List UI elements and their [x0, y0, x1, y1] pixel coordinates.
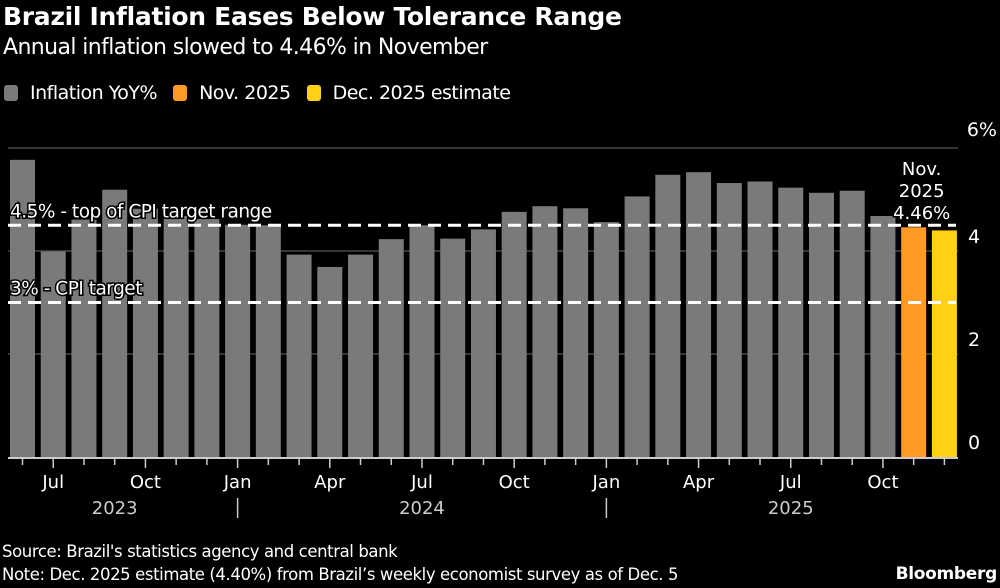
bar: [839, 190, 865, 457]
bar: [10, 159, 35, 457]
legend: Inflation YoY% Nov. 2025 Dec. 2025 estim…: [4, 82, 526, 104]
legend-item-inflation: Inflation YoY%: [4, 82, 158, 104]
bar: [747, 181, 773, 457]
bar: [286, 254, 312, 457]
reference-lines: 4.5% - top of CPI target range 3% - CPI t…: [8, 158, 956, 304]
footnote: Note: Dec. 2025 estimate (4.40%) from Br…: [2, 565, 679, 584]
legend-swatch-dec-2025-estimate: [306, 85, 321, 101]
year-label: 2024: [399, 498, 445, 519]
legend-label-dec-2025-estimate: Dec. 2025 estimate: [332, 82, 511, 104]
bar: [655, 174, 681, 457]
y-tick-label: 0: [968, 432, 980, 454]
x-tick-label: Jul: [779, 472, 802, 493]
legend-item-dec-2025-estimate: Dec. 2025 estimate: [306, 82, 511, 104]
legend-swatch-inflation: [4, 85, 18, 101]
bar: [931, 230, 957, 457]
reference-line-label: 3% - CPI target: [10, 279, 142, 300]
legend-swatch-nov-2025: [173, 85, 188, 101]
legend-item-nov-2025: Nov. 2025: [173, 82, 291, 104]
y-tick-label: 2: [968, 329, 980, 351]
bar: [870, 215, 896, 457]
chart-subtitle: Annual inflation slowed to 4.46% in Nove…: [3, 35, 488, 60]
x-tick-label: Jul: [41, 472, 64, 493]
x-tick-label: Apr: [683, 472, 715, 493]
x-tick-label: Jan: [591, 472, 620, 493]
x-tick-label: Jan: [223, 472, 252, 493]
bar: [501, 211, 527, 457]
x-tick-label: Oct: [499, 472, 530, 493]
legend-label-nov-2025: Nov. 2025: [199, 82, 291, 104]
bar: [686, 172, 712, 457]
annotation-label: 4.46%: [893, 203, 950, 224]
bar: [532, 206, 558, 457]
bloomberg-logo: Bloomberg: [895, 564, 998, 584]
bar: [409, 225, 435, 457]
bar: [901, 227, 927, 457]
bar: [194, 219, 220, 457]
bar: [378, 239, 404, 457]
bar: [132, 208, 158, 457]
chart-title: Brazil Inflation Eases Below Tolerance R…: [3, 2, 622, 31]
axes: 0 2 4 6% Jul Oct Jan Apr Jul Oct Jan Apr Jul Oct 2023 2…: [8, 119, 997, 519]
bar: [71, 219, 97, 457]
bars: [10, 159, 957, 457]
bar: [348, 254, 374, 457]
bar: [255, 225, 281, 457]
x-tick-label: Oct: [867, 472, 898, 493]
bar: [102, 189, 128, 457]
bar: [808, 192, 834, 457]
bar: [778, 187, 804, 457]
x-tick-label: Jul: [410, 472, 433, 493]
y-tick-label: 4: [968, 226, 980, 248]
bar: [593, 222, 619, 457]
bar: [563, 208, 589, 457]
annotation-label: 2025: [899, 181, 945, 202]
bar: [317, 266, 343, 457]
bar: [225, 224, 251, 457]
reference-line-label: 4.5% - top of CPI target range: [10, 201, 272, 222]
bar: [624, 196, 650, 457]
y-tick-label: 6%: [967, 119, 997, 141]
x-tick-label: Apr: [314, 472, 346, 493]
bar: [440, 238, 466, 457]
annotation-label: Nov.: [902, 159, 941, 180]
source-note: Source: Brazil's statistics agency and c…: [2, 542, 398, 561]
bar: [716, 183, 742, 457]
bar: [163, 215, 189, 457]
bar: [470, 229, 496, 457]
x-tick-label: Oct: [130, 472, 161, 493]
year-label: 2025: [768, 498, 814, 519]
legend-label-inflation: Inflation YoY%: [30, 82, 158, 104]
bar: [40, 251, 66, 457]
year-label: 2023: [92, 498, 138, 519]
